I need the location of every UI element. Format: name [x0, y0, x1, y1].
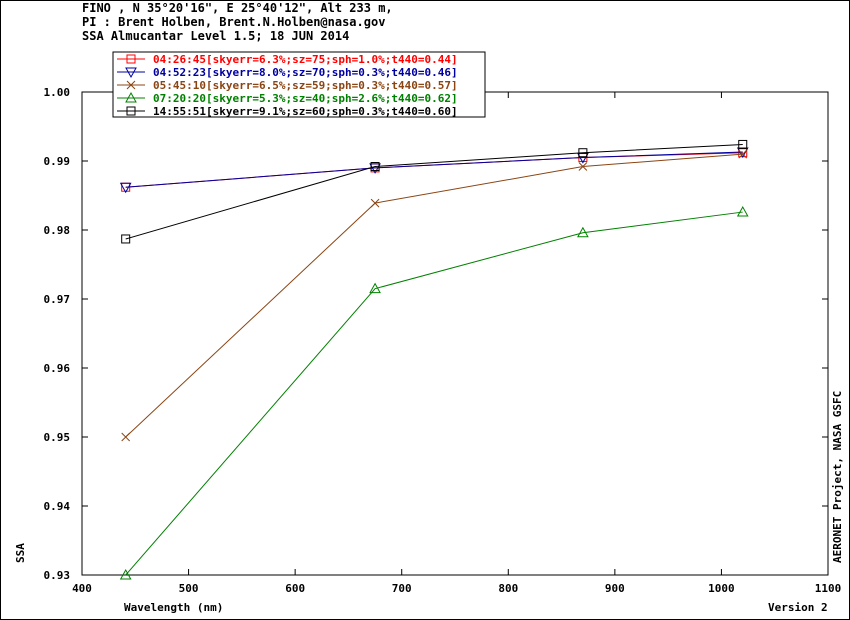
x-tick-label: 800 [498, 582, 518, 595]
legend-label: 14:55:51[skyerr=9.1%;sz=60;sph=0.3%;t440… [153, 105, 458, 118]
data-point [369, 163, 381, 174]
y-axis-label: SSA [14, 543, 27, 563]
y-tick-label: 0.97 [44, 293, 71, 306]
legend-marker [126, 54, 136, 64]
y-tick-label: 0.93 [44, 569, 71, 582]
site-title: FINO , N 35°20'16", E 25°40'12", Alt 233… [82, 1, 393, 15]
series-5 [121, 139, 748, 244]
legend: 04:26:45[skyerr=6.3%;sz=75;sph=1.0%;t440… [112, 51, 486, 118]
y-axis: 0.93 0.94 0.95 0.96 0.97 0.98 0.99 1.00 [44, 86, 828, 582]
data-point [738, 139, 748, 149]
x-tick-label: 1100 [815, 582, 842, 595]
data-point [369, 282, 381, 294]
legend-item: 07:20:20[skyerr=5.3%;sz=40;sph=2.6%;t440… [117, 91, 458, 105]
credit-label: AERONET Project, NASA GSFC [831, 390, 844, 563]
legend-box [112, 51, 486, 118]
legend-label: 04:52:23[skyerr=8.0%;sz=70;sph=0.3%;t440… [153, 66, 458, 79]
legend-item: 14:55:51[skyerr=9.1%;sz=60;sph=0.3%;t440… [117, 105, 458, 118]
series-line [125, 153, 743, 438]
legend-marker [125, 67, 137, 79]
data-point [370, 198, 380, 208]
series-line [125, 151, 743, 188]
data-point [578, 148, 588, 158]
data-point [370, 162, 380, 172]
legend-label: 07:20:20[skyerr=5.3%;sz=40;sph=2.6%;t440… [153, 92, 458, 105]
data-point [119, 568, 132, 580]
x-axis: 400 500 600 700 800 900 1000 1100 [72, 92, 841, 595]
series-3 [121, 149, 748, 442]
x-tick-label: 500 [179, 582, 199, 595]
legend-label: 05:45:10[skyerr=6.5%;sz=59;sph=0.3%;t440… [153, 79, 458, 92]
series-line [125, 152, 743, 188]
pi-line: PI : Brent Holben, Brent.N.Holben@nasa.g… [82, 15, 386, 29]
legend-item: 05:45:10[skyerr=6.5%;sz=59;sph=0.3%;t440… [117, 79, 458, 92]
series-2 [119, 147, 749, 194]
legend-item: 04:52:23[skyerr=8.0%;sz=70;sph=0.3%;t440… [117, 66, 458, 79]
plot-area [81, 91, 829, 576]
y-tick-label: 0.96 [44, 362, 71, 375]
data-point [119, 182, 132, 194]
x-tick-label: 900 [605, 582, 625, 595]
series-4 [119, 206, 749, 580]
x-tick-label: 600 [285, 582, 305, 595]
y-tick-label: 0.98 [44, 224, 71, 237]
product-line: SSA Almucantar Level 1.5; 18 JUN 2014 [82, 29, 350, 43]
x-tick-label: 700 [392, 582, 412, 595]
y-tick-label: 1.00 [44, 86, 71, 99]
x-axis-label: Wavelength (nm) [124, 601, 223, 614]
legend-item: 04:26:45[skyerr=6.3%;sz=75;sph=1.0%;t440… [117, 53, 458, 66]
y-tick-label: 0.95 [44, 431, 71, 444]
series-line [125, 143, 743, 240]
data-point [121, 234, 131, 244]
data-point [121, 432, 131, 442]
legend-marker [126, 80, 136, 90]
legend-label: 04:26:45[skyerr=6.3%;sz=75;sph=1.0%;t440… [153, 53, 458, 66]
legend-marker [126, 106, 136, 116]
y-tick-label: 0.94 [44, 500, 71, 513]
x-tick-label: 1000 [708, 582, 735, 595]
x-tick-label: 400 [72, 582, 92, 595]
data-point [578, 162, 588, 171]
series-layer [119, 139, 749, 580]
data-point [736, 206, 749, 217]
y-tick-label: 0.99 [44, 155, 71, 168]
data-point [738, 149, 748, 159]
series-line [125, 211, 743, 576]
legend-marker [125, 91, 137, 103]
version-label: Version 2 [768, 601, 828, 614]
data-point [577, 153, 589, 164]
data-point [577, 226, 589, 238]
